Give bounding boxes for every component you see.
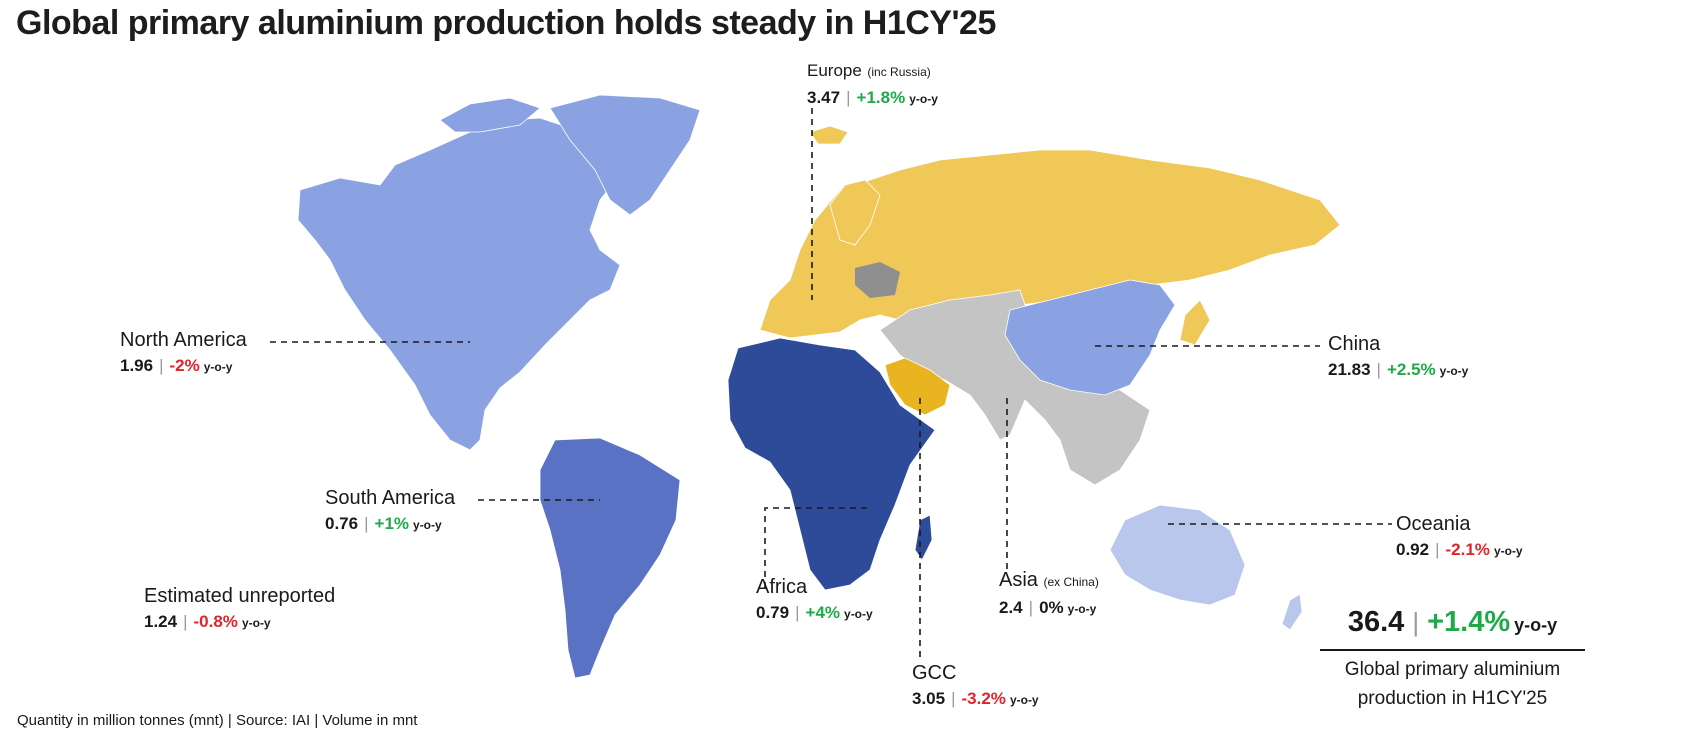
region-change: -3.2% [961,689,1006,708]
region-value: 0.92 [1396,540,1430,559]
region-yoy: y-o-y [1493,544,1523,558]
region-asia: Asia (ex China) 2.4 | 0% y-o-y [999,569,1099,617]
australia-shape [1109,504,1246,606]
region-yoy: y-o-y [909,92,938,106]
footer-note: Quantity in million tonnes (mnt) | Sourc… [17,712,418,729]
region-name: Asia [999,569,1038,591]
page-title: Global primary aluminium production hold… [16,4,996,42]
region-yoy: y-o-y [241,616,271,630]
region-change: -0.8% [193,612,238,631]
south-america-shape [539,437,681,679]
asia-ex-china-shape [879,289,1151,486]
total-change: +1.4% [1427,606,1511,638]
leader-africa [764,507,870,588]
region-yoy: y-o-y [1009,693,1039,707]
region-name: Oceania [1396,513,1471,535]
iceland-shape [809,125,849,145]
japan-shape [1179,299,1211,346]
region-name: Europe [807,61,862,80]
total-label-line2: production in H1CY'25 [1357,688,1548,709]
greenland-shape [549,94,701,216]
region-name: Estimated unreported [144,585,336,607]
region-name: Africa [756,576,808,598]
region-china: China 21.83 | +2.5% y-o-y [1328,333,1469,379]
region-value: 3.05 [912,689,946,708]
arctic-islands-shape [439,97,541,133]
region-name: North America [120,329,247,351]
region-value: 1.96 [120,356,154,375]
region-value: 21.83 [1328,360,1371,379]
region-value: 2.4 [999,598,1023,617]
total-label-line1: Global primary aluminium [1344,659,1561,680]
region-change: +2.5% [1386,360,1436,379]
region-change: -2% [169,356,200,375]
region-yoy: y-o-y [844,607,873,621]
madagascar-shape [914,514,933,561]
region-value: 0.79 [756,603,790,622]
region-name: South America [325,487,456,509]
region-change: 0% [1039,598,1064,617]
region-estimated-unreported: Estimated unreported 1.24 | -0.8% y-o-y [144,585,336,631]
region-value: 0.76 [325,514,359,533]
region-europe: Europe (inc Russia) 3.47 | +1.8% y-o-y [807,61,938,107]
region-yoy: y-o-y [1439,364,1469,378]
region-name: China [1328,333,1381,355]
total-yoy: y-o-y [1514,615,1558,635]
region-gcc: GCC 3.05 | -3.2% y-o-y [912,662,1039,708]
region-north-america: North America 1.96 | -2% y-o-y [120,329,247,375]
china-shape [1004,279,1176,396]
region-yoy: y-o-y [413,518,442,532]
belarus-shape [855,262,900,298]
africa-shape [727,337,936,591]
scandinavia-shape [829,179,881,246]
region-change: +4% [805,603,841,622]
region-name: GCC [912,662,957,684]
region-change: -2.1% [1445,540,1490,559]
total-value: 36.4 [1347,606,1405,638]
region-africa: Africa 0.79 | +4% y-o-y [756,576,873,622]
region-change: +1% [374,514,410,533]
north-america-shape [297,117,621,451]
new-zealand-shape [1281,593,1303,631]
region-sub: (ex China) [1043,575,1099,589]
region-sub: (inc Russia) [867,65,931,79]
region-value: 3.47 [807,88,841,107]
region-yoy: y-o-y [1067,602,1097,616]
region-oceania: Oceania 0.92 | -2.1% y-o-y [1396,513,1523,559]
global-total: 36.4 | +1.4% y-o-y Global primary aluminium… [1320,604,1585,713]
gcc-shape [884,357,951,416]
region-yoy: y-o-y [203,360,233,374]
region-value: 1.24 [144,612,178,631]
region-change: +1.8% [856,88,906,107]
region-south-america: South America 0.76 | +1% y-o-y [325,487,456,533]
